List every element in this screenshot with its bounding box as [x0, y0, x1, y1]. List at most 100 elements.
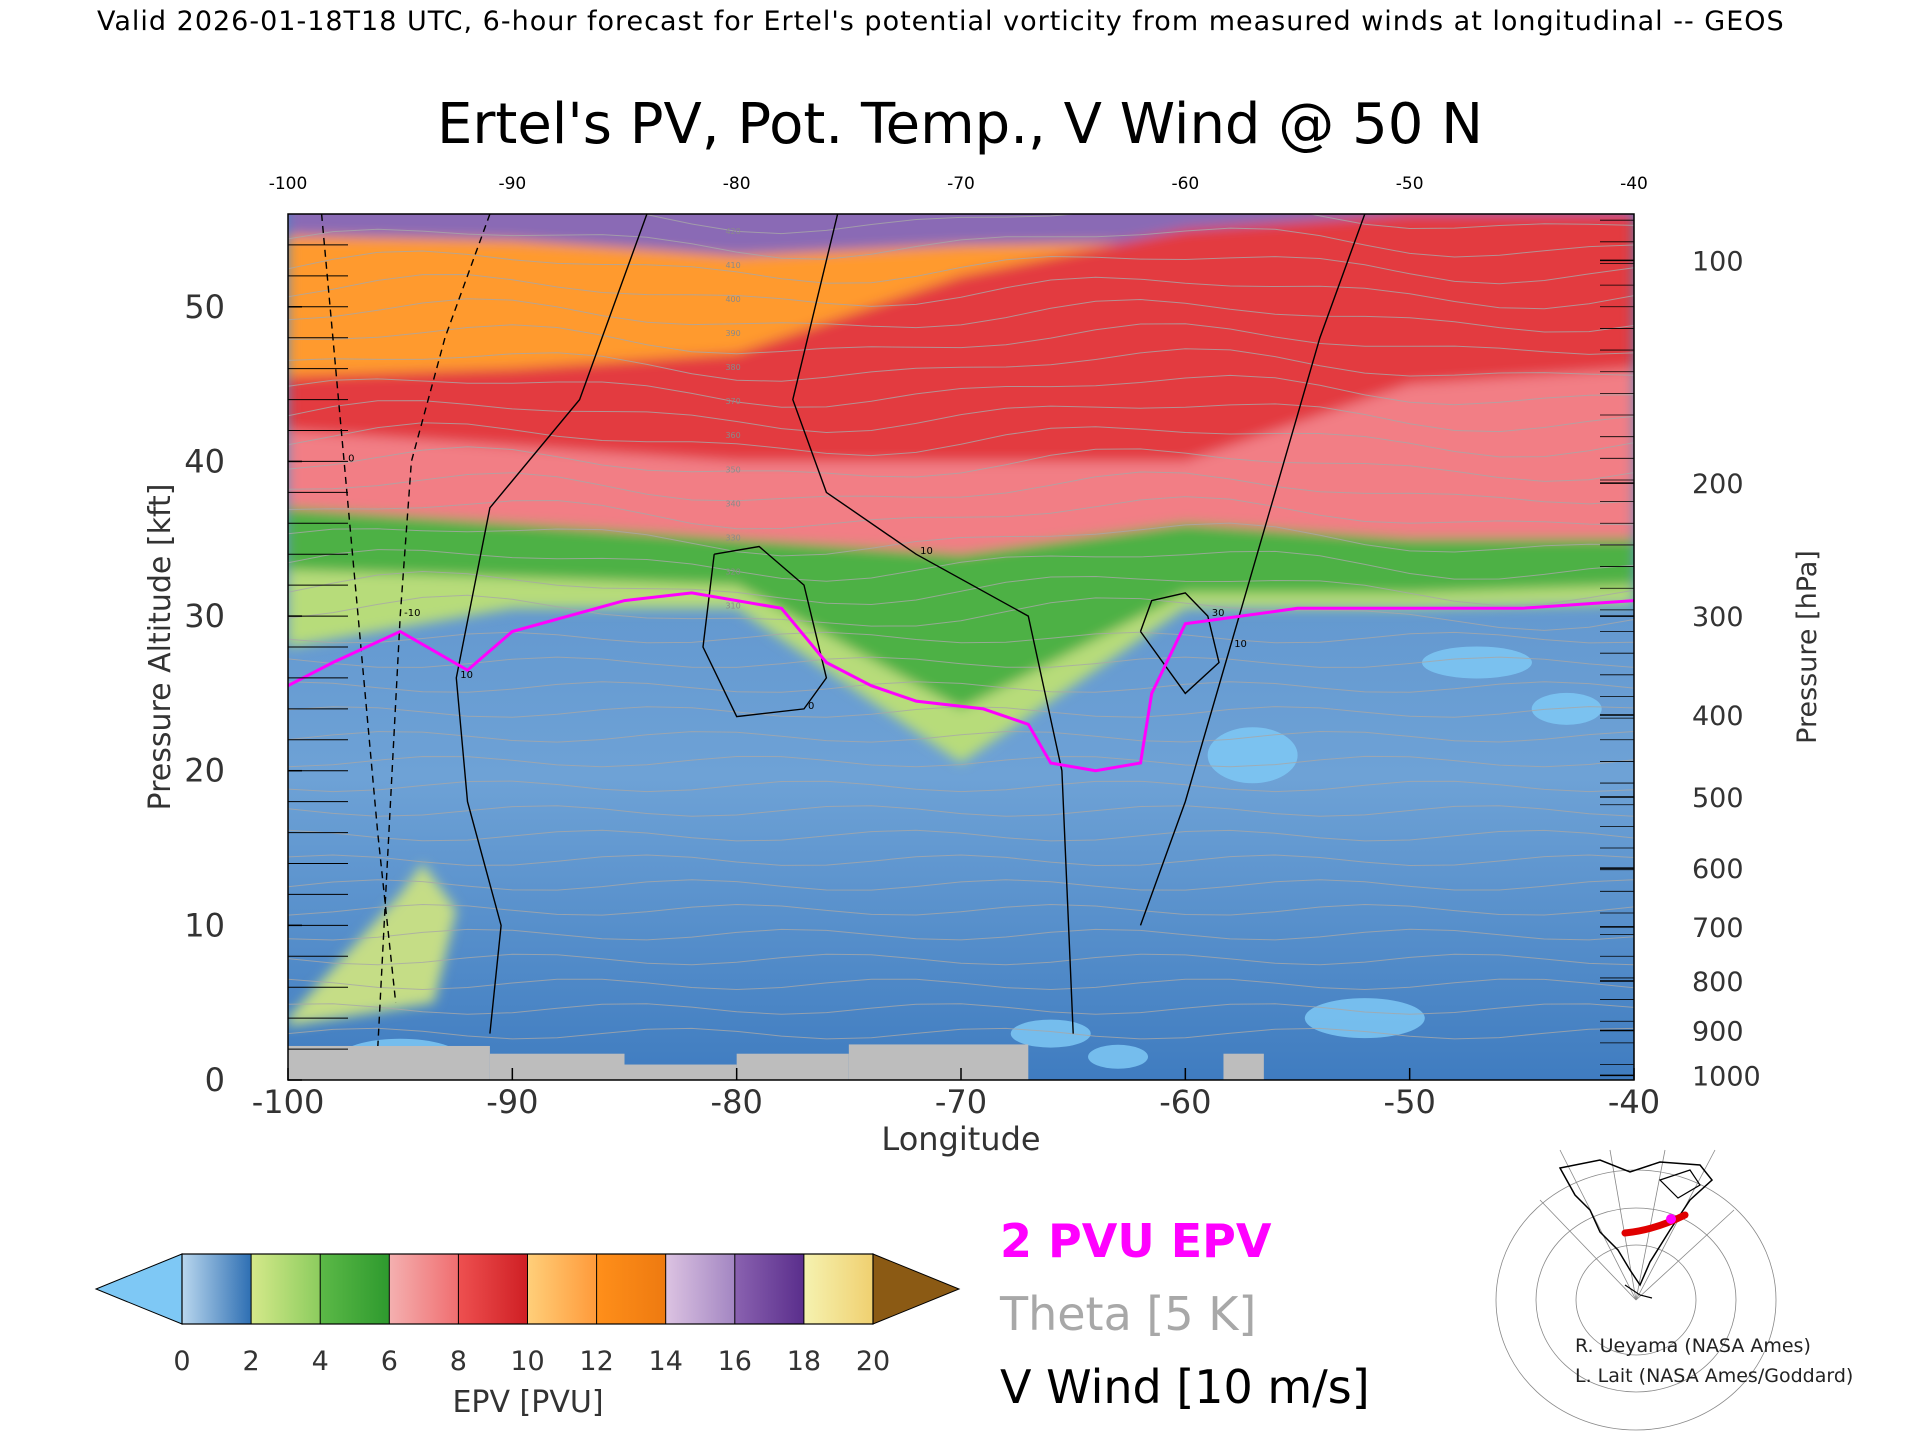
y-axis-label-right: Pressure [hPa] — [1792, 550, 1823, 744]
epv-plume — [288, 863, 457, 1026]
epv-layer-stratosphere-orange — [288, 214, 1634, 377]
theta-label: 350 — [725, 465, 740, 474]
theta-line — [288, 570, 1634, 607]
theta-line — [288, 446, 1634, 482]
v-wind-contour — [1139, 214, 1366, 926]
theta-label: 320 — [725, 567, 740, 576]
v-wind-contour-label: 10 — [460, 670, 473, 681]
colorbar-frame — [181, 1253, 874, 1325]
colorbar-tick-label: 0 — [173, 1346, 190, 1377]
theta-label: 420 — [725, 227, 740, 236]
y-tick-label: 10 — [184, 906, 225, 944]
colorbar-segment — [665, 1254, 735, 1324]
colorbar-segment — [596, 1254, 666, 1324]
theta-line — [288, 374, 1634, 408]
v-wind-contour-label: 0 — [348, 453, 354, 464]
theta-line — [288, 953, 1634, 966]
top-tick-label: -40 — [1620, 174, 1648, 194]
theta-label: 380 — [725, 363, 740, 372]
colorbar-segment — [182, 1254, 252, 1324]
colorbar-segment — [320, 1254, 390, 1324]
legend-theta: Theta [5 K] — [999, 1287, 1256, 1341]
theta-line — [288, 656, 1634, 668]
theta-line — [288, 829, 1634, 842]
surface-terrain-block — [1223, 1053, 1264, 1080]
theta-label: 330 — [725, 533, 740, 542]
x-tick-label: -90 — [486, 1083, 538, 1121]
epv-layer-stratosphere-pink — [288, 368, 1634, 555]
low-pv-blob — [1010, 1019, 1091, 1048]
header-caption: Valid 2026-01-18T18 UTC, 6-hour forecast… — [97, 6, 1785, 37]
v-wind-contour-label: 10 — [920, 546, 933, 557]
pressure-tick-label: 400 — [1692, 701, 1744, 732]
v-wind-contour-label: -10 — [404, 608, 420, 619]
colorbar-tick-label: 12 — [579, 1346, 613, 1377]
theta-isentropes: 310 320 330 340 350 360 370 380 390 400 410 420 — [288, 214, 1634, 1040]
v-wind-contour-label: 10 — [1234, 639, 1247, 650]
colorbar-tick-label: 20 — [856, 1346, 890, 1377]
pv2-tropopause-line — [288, 591, 1634, 773]
theta-line — [288, 805, 1634, 817]
y-axis-label-left: Pressure Altitude [kft] — [143, 484, 178, 811]
v-wind-contours: 0 -10 10 10 10 0 30 — [320, 214, 1366, 1050]
colorbar-segment — [527, 1254, 597, 1324]
x-tick-label: -40 — [1608, 1083, 1660, 1121]
chart-title: Ertel's PV, Pot. Temp., V Wind @ 50 N — [437, 92, 1483, 157]
top-tick-label: -70 — [947, 174, 975, 194]
x-tick-label: -100 — [252, 1083, 325, 1121]
surface-terrain-block — [288, 1045, 490, 1080]
inset-locator-map — [1495, 1149, 1777, 1431]
y-tick-label: 50 — [184, 288, 225, 326]
epv-layer-tropopause-green — [288, 507, 1634, 709]
pressure-tick-label: 600 — [1692, 854, 1744, 885]
theta-line — [288, 250, 1634, 285]
pressure-tick-label: 300 — [1692, 602, 1744, 633]
colorbar — [94, 1253, 961, 1325]
pressure-tick-label: 100 — [1692, 246, 1744, 277]
top-tick-label: -100 — [269, 174, 308, 194]
y-tick-label: 40 — [184, 442, 225, 480]
pressure-tick-label: 500 — [1692, 783, 1744, 814]
x-axis-label: Longitude — [881, 1120, 1040, 1158]
colorbar-segment — [803, 1254, 873, 1324]
top-axis-ticks: -100 -90 -80 -70 -60 -50 -40 — [269, 174, 1648, 194]
v-wind-contour — [320, 214, 397, 1003]
y-tick-label: 20 — [184, 752, 225, 790]
x-axis-ticks: -100 -90 -80 -70 -60 -50 -40 — [252, 1068, 1660, 1121]
theta-label: 360 — [725, 431, 740, 440]
credit-line-2: L. Lait (NASA Ames/Goddard) — [1575, 1365, 1853, 1387]
colorbar-below-triangle — [94, 1253, 183, 1325]
top-tick-label: -60 — [1171, 174, 1199, 194]
theta-label: 410 — [725, 261, 740, 270]
theta-line — [288, 227, 1634, 260]
theta-line — [288, 681, 1634, 693]
theta-label: 340 — [725, 499, 740, 508]
surface-terrain-block — [624, 1064, 737, 1080]
credit-line-1: R. Ueyama (NASA Ames) — [1575, 1335, 1811, 1357]
surface-terrain-block — [489, 1053, 625, 1080]
surface-terrain — [288, 1044, 1264, 1080]
colorbar-label: EPV [PVU] — [452, 1385, 603, 1420]
theta-line — [288, 273, 1634, 310]
theta-line — [288, 1003, 1634, 1015]
theta-line — [288, 854, 1634, 867]
pressure-tick-labels: 100 200 300 400 500 600 700 800 900 1000 — [1692, 246, 1761, 1092]
theta-line — [288, 879, 1634, 891]
low-pv-blob — [1207, 727, 1298, 784]
low-pv-blob — [1531, 692, 1602, 725]
v-wind-contour — [377, 214, 491, 1050]
theta-label: 310 — [725, 601, 740, 610]
x-tick-label: -80 — [711, 1083, 763, 1121]
colorbar-tick-label: 6 — [381, 1346, 398, 1377]
epv-layer-tropopause-lightgreen — [288, 569, 1634, 763]
theta-line — [288, 549, 1634, 582]
colorbar-tick-label: 10 — [510, 1346, 544, 1377]
y-tick-label: 0 — [205, 1061, 225, 1099]
v-wind-contour-label: 0 — [808, 701, 814, 712]
colorbar-tick-label: 2 — [243, 1346, 260, 1377]
top-tick-label: -90 — [498, 174, 526, 194]
theta-line — [288, 323, 1634, 355]
inset-track-end — [1666, 1214, 1676, 1224]
colorbar-tick-labels: 0 2 4 6 8 10 12 14 16 18 20 — [173, 1346, 890, 1377]
